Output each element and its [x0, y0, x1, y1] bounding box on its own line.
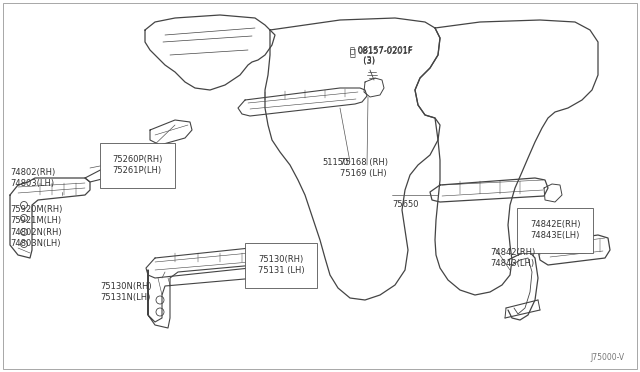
Text: 75650: 75650: [392, 200, 419, 209]
Text: 75130N(RH)
75131N(LH): 75130N(RH) 75131N(LH): [100, 282, 152, 302]
Text: 75168 (RH)
75169 (LH): 75168 (RH) 75169 (LH): [340, 158, 388, 178]
Text: J75000-V: J75000-V: [591, 353, 625, 362]
Text: 08157-0201F
  (3): 08157-0201F (3): [358, 47, 413, 66]
Text: 74842E(RH)
74843E(LH): 74842E(RH) 74843E(LH): [530, 220, 580, 240]
Text: Ⓑ: Ⓑ: [350, 47, 356, 57]
Text: 75260P(RH)
75261P(LH): 75260P(RH) 75261P(LH): [112, 155, 163, 175]
Text: 74802(RH)
74803(LH): 74802(RH) 74803(LH): [10, 168, 55, 188]
Text: 75920M(RH)
75921M(LH): 75920M(RH) 75921M(LH): [10, 205, 62, 225]
Text: Ⓒ 08157-0201F
     (3): Ⓒ 08157-0201F (3): [350, 45, 413, 65]
Text: 75130(RH)
75131 (LH): 75130(RH) 75131 (LH): [258, 255, 305, 275]
Text: 74842(RH)
74843(LH): 74842(RH) 74843(LH): [490, 248, 535, 268]
Text: 74802N(RH)
74803N(LH): 74802N(RH) 74803N(LH): [10, 228, 61, 248]
Text: 51150: 51150: [322, 158, 348, 167]
